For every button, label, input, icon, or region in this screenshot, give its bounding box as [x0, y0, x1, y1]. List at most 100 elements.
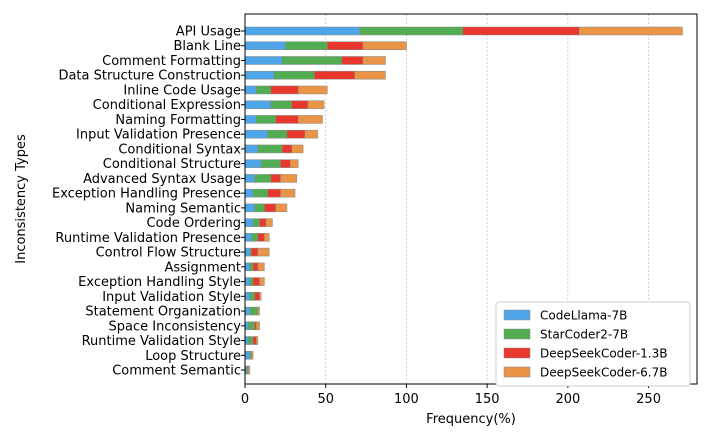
- y-tick-label: Code Ordering: [147, 216, 241, 231]
- x-tick-label: 0: [241, 392, 249, 407]
- bar-segment: [260, 159, 281, 168]
- bar-segment: [281, 56, 343, 65]
- bar-segment: [252, 336, 257, 345]
- x-tick-label: 250: [636, 392, 661, 407]
- y-tick-label: Control Flow Structure: [96, 246, 241, 261]
- bar-segment: [298, 115, 323, 124]
- bar-segment: [354, 70, 386, 80]
- bar-segment: [244, 351, 251, 360]
- bar-segment: [252, 262, 259, 272]
- y-tick-label: Statement Organization: [85, 305, 241, 320]
- bar-segment: [298, 85, 328, 95]
- y-tick-label: Naming Formatting: [115, 113, 241, 128]
- legend-label: StarCoder2-7B: [540, 328, 628, 342]
- bar-segment: [281, 144, 293, 154]
- y-tick-label: Loop Structure: [145, 349, 241, 364]
- y-tick-label: Exception Handling Presence: [52, 187, 241, 202]
- bar-segment: [275, 115, 299, 124]
- bar-segment: [362, 56, 386, 65]
- bar-segment: [259, 218, 267, 227]
- y-tick-label: Exception Handling Style: [78, 275, 241, 290]
- bar-segment: [259, 277, 265, 286]
- bar-segment: [244, 233, 252, 242]
- y-tick-label: Input Validation Style: [102, 290, 241, 305]
- bar-segment: [280, 159, 291, 168]
- bar-segment: [286, 129, 305, 139]
- legend-swatch: [503, 309, 531, 321]
- bar-segment: [270, 174, 281, 183]
- plot-frame: [244, 13, 698, 385]
- bar-segment: [275, 203, 288, 213]
- bar-segment: [304, 129, 318, 139]
- y-tick-label: Comment Semantic: [112, 364, 241, 379]
- bar-segment: [244, 203, 255, 213]
- bar-segment: [256, 85, 272, 95]
- y-tick-label: Runtime Validation Presence: [55, 231, 241, 246]
- bar-segment: [359, 26, 464, 36]
- bar-segment: [291, 100, 309, 109]
- bar-segment: [244, 115, 257, 124]
- bar-segment: [256, 321, 260, 331]
- bar-segment: [251, 351, 254, 360]
- bar-segment: [264, 233, 270, 242]
- y-tick-label: Runtime Validation Style: [82, 334, 241, 349]
- bar-segment: [244, 56, 283, 65]
- bar-segment: [247, 336, 254, 345]
- y-tick-label: Input Validation Presence: [76, 128, 241, 143]
- bar-segment: [257, 233, 265, 242]
- legend-label: DeepSeekCoder-1.3B: [540, 347, 668, 361]
- x-axis-ticks: 0 50 100 150 200 250: [241, 384, 661, 407]
- bar-segment: [265, 218, 273, 227]
- y-tick-label: Blank Line: [174, 39, 242, 54]
- bar-segment: [257, 144, 283, 154]
- bar-segment: [244, 26, 360, 36]
- bar-segment: [254, 292, 260, 301]
- bar-segment: [289, 159, 299, 168]
- bar-segment: [247, 321, 255, 331]
- bar-segment: [251, 233, 259, 242]
- y-tick-label: Inline Code Usage: [123, 83, 241, 98]
- bar-segment: [270, 85, 299, 95]
- bar-segment: [244, 306, 251, 316]
- x-tick-label: 100: [394, 392, 419, 407]
- y-axis-title: Inconsistency Types: [14, 134, 29, 264]
- bar-segment: [244, 292, 251, 301]
- y-tick-label: Advanced Syntax Usage: [83, 172, 241, 187]
- bar-segment: [254, 203, 265, 213]
- y-tick-label: Data Structure Construction: [58, 69, 241, 84]
- bar-segment: [280, 174, 297, 183]
- bar-segment: [264, 203, 276, 213]
- bar-segment: [252, 277, 260, 286]
- bar-segment: [578, 26, 683, 36]
- legend-swatch: [503, 347, 531, 359]
- bar-segment: [327, 41, 364, 50]
- bar-segment: [249, 277, 254, 286]
- bar-segment: [244, 262, 251, 272]
- x-tick-label: 50: [317, 392, 334, 407]
- bar-segment: [244, 218, 254, 227]
- bar-segment: [244, 277, 251, 286]
- bar-segment: [256, 115, 276, 124]
- y-tick-label: Conditional Syntax: [118, 142, 241, 157]
- x-axis-title: Frequency(%): [426, 412, 516, 427]
- bar-segment: [259, 292, 262, 301]
- bar-segment: [244, 85, 257, 95]
- x-tick-label: 150: [475, 392, 500, 407]
- bar-segment: [267, 188, 281, 198]
- bar-segment: [244, 188, 254, 198]
- bar-segment: [307, 100, 325, 109]
- bar-segment: [462, 26, 580, 36]
- bar-segment: [244, 70, 275, 80]
- bar-segment: [256, 336, 259, 345]
- bar-segment: [257, 306, 260, 316]
- x-tick-label: 200: [555, 392, 580, 407]
- y-tick-label: Conditional Expression: [93, 98, 241, 113]
- y-tick-label: Conditional Structure: [103, 157, 241, 172]
- y-tick-label: Naming Semantic: [125, 201, 241, 216]
- legend-label: CodeLlama-7B: [540, 309, 627, 323]
- y-tick-label: Comment Formatting: [102, 54, 241, 69]
- bar-segment: [314, 70, 356, 80]
- bars: [244, 26, 683, 375]
- bar-segment: [249, 306, 259, 316]
